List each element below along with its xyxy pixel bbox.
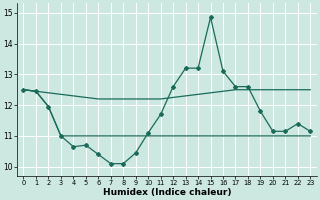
X-axis label: Humidex (Indice chaleur): Humidex (Indice chaleur) — [103, 188, 231, 197]
